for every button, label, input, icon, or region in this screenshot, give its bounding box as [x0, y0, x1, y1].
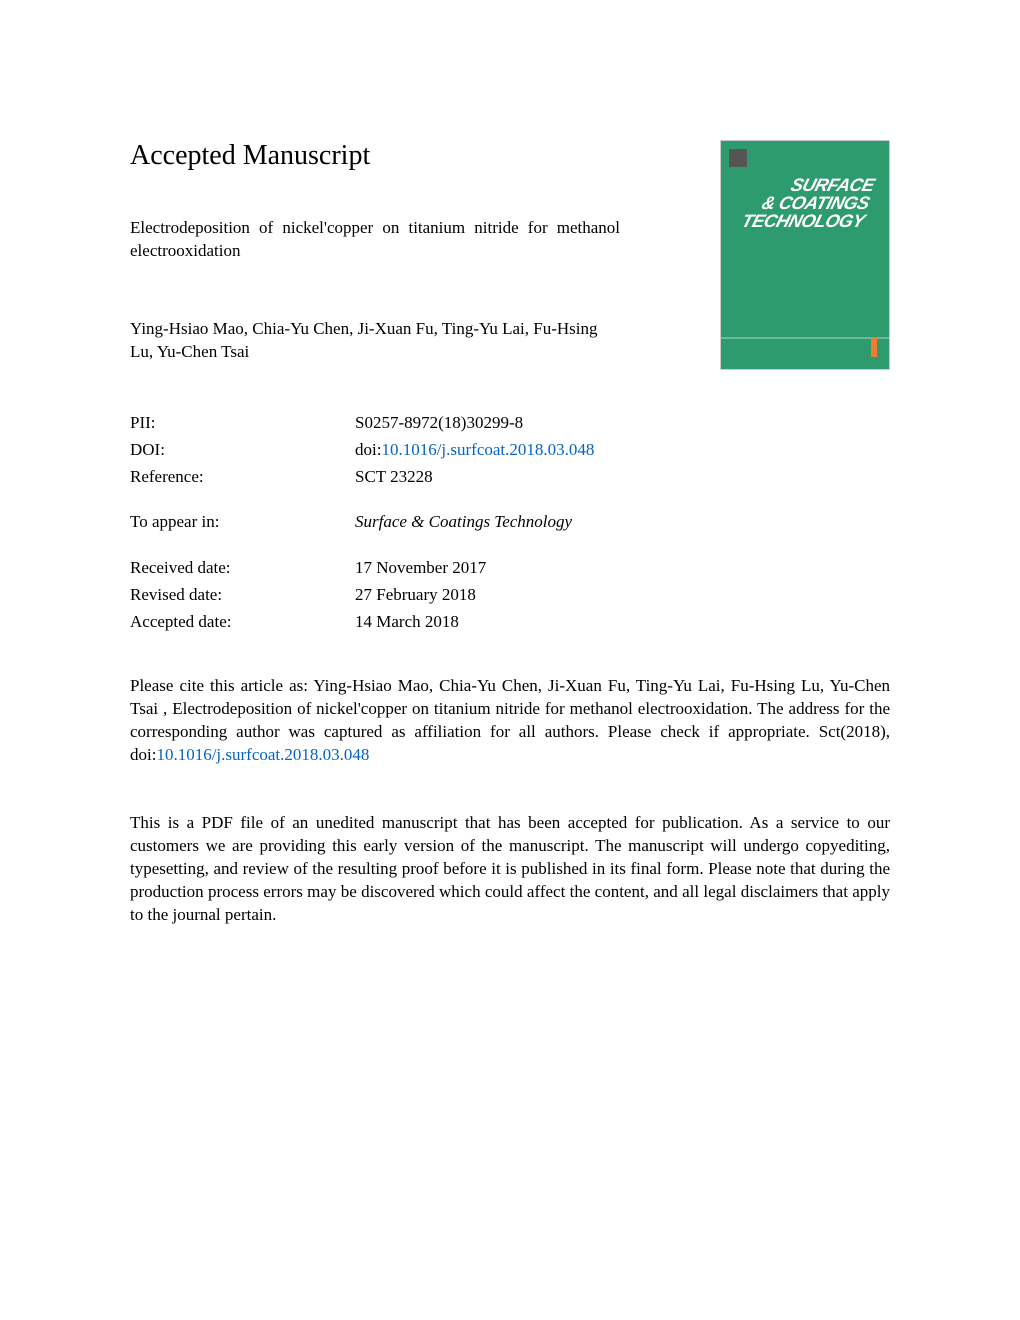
revised-label: Revised date: [130, 581, 355, 608]
table-row: Reference: SCT 23228 [130, 463, 890, 490]
accepted-label: Accepted date: [130, 608, 355, 635]
table-row: Revised date: 27 February 2018 [130, 581, 890, 608]
table-row: PII: S0257-8972(18)30299-8 [130, 409, 890, 436]
reference-value: SCT 23228 [355, 463, 890, 490]
table-row: DOI: doi:10.1016/j.surfcoat.2018.03.048 [130, 436, 890, 463]
disclaimer-text: This is a PDF file of an unedited manusc… [130, 812, 890, 927]
to-appear-value: Surface & Coatings Technology [355, 508, 890, 535]
journal-cover-title: SURFACE & COATINGS TECHNOLOGY [740, 176, 876, 230]
publisher-logo-icon [729, 149, 747, 167]
revised-value: 27 February 2018 [355, 581, 890, 608]
cover-divider [721, 337, 889, 339]
journal-title-line: SURFACE [749, 176, 876, 194]
pii-value: S0257-8972(18)30299-8 [355, 409, 890, 436]
pii-label: PII: [130, 409, 355, 436]
accepted-value: 14 March 2018 [355, 608, 890, 635]
reference-label: Reference: [130, 463, 355, 490]
doi-prefix: doi: [355, 440, 381, 459]
page-title: Accepted Manuscript [130, 140, 620, 172]
received-value: 17 November 2017 [355, 554, 890, 581]
citation-doi-link[interactable]: 10.1016/j.surfcoat.2018.03.048 [156, 745, 369, 764]
cover-mark-icon [871, 337, 877, 357]
metadata-table: PII: S0257-8972(18)30299-8 DOI: doi:10.1… [130, 409, 890, 635]
journal-title-line: & COATINGS [745, 194, 872, 212]
authors-list: Ying-Hsiao Mao, Chia-Yu Chen, Ji-Xuan Fu… [130, 318, 620, 364]
doi-link[interactable]: 10.1016/j.surfcoat.2018.03.048 [381, 440, 594, 459]
table-row: Accepted date: 14 March 2018 [130, 608, 890, 635]
doi-label: DOI: [130, 436, 355, 463]
journal-title-line: TECHNOLOGY [740, 212, 867, 230]
received-label: Received date: [130, 554, 355, 581]
to-appear-label: To appear in: [130, 508, 355, 535]
citation-text: Please cite this article as: Ying-Hsiao … [130, 675, 890, 767]
doi-value: doi:10.1016/j.surfcoat.2018.03.048 [355, 436, 890, 463]
article-title: Electrodeposition of nickel'copper on ti… [130, 217, 620, 263]
journal-cover-image: SURFACE & COATINGS TECHNOLOGY [720, 140, 890, 370]
table-row: Received date: 17 November 2017 [130, 554, 890, 581]
table-row: To appear in: Surface & Coatings Technol… [130, 508, 890, 535]
